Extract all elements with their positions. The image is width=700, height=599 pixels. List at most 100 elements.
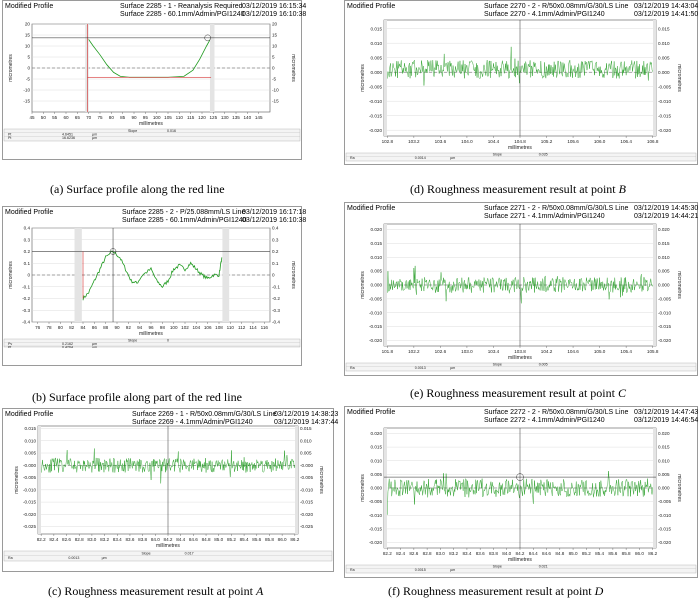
y-axis-label: micrometres [8, 261, 14, 289]
x-tick-label: 103.0 [461, 349, 473, 354]
x-tick-label: 85.6 [252, 537, 261, 542]
y-tick-label: 20 [25, 22, 31, 27]
y-tick-label-right: 0.005 [658, 55, 670, 60]
panel-b-caption-text: Surface profile along part of the red li… [49, 390, 242, 404]
y-tick-label: -0.020 [369, 338, 382, 343]
x-tick-label: 105.8 [647, 349, 659, 354]
panel-e-label: (e) [410, 386, 424, 400]
panel-a-header-line2: Surface 2285 - 60.1mm/Admin/PGI1240 [120, 11, 245, 18]
panel-d-date1: 03/12/2019 14:43:04 [634, 3, 699, 10]
panel-d: Modified Profile Surface 2270 - 2 - R/50… [344, 0, 698, 178]
panel-d-header-left: Modified Profile [347, 3, 396, 10]
y-tick-label: 0.000 [371, 70, 383, 75]
x-tick-label: 82 [69, 325, 75, 330]
y-axis-label-right: micrometres [676, 64, 682, 92]
y-tick-label-right: -0.010 [658, 99, 671, 104]
stats-cell: 16.6236 [62, 136, 75, 140]
x-tick-label: 104 [192, 325, 200, 330]
panel-a: Modified Profile Surface 2285 - 1 - Rean… [2, 0, 306, 196]
stats-cell: 0.021 [539, 565, 548, 569]
panel-e-date1: 03/12/2019 14:45:30 [634, 205, 699, 212]
x-tick-label: 103.4 [488, 349, 500, 354]
y-axis-label: micrometres [360, 271, 366, 299]
panel-e-date2: 03/12/2019 14:44:21 [634, 213, 699, 220]
y-tick-label-right: 0.010 [300, 438, 312, 443]
x-tick-label: 110 [227, 325, 235, 330]
x-tick-label: 95 [143, 115, 149, 120]
y-tick-label-right: 15 [272, 33, 278, 38]
stats-cell: 0.016 [167, 129, 176, 133]
x-tick-label: 84.2 [164, 537, 173, 542]
x-tick-label: 83.6 [476, 551, 485, 556]
x-tick-label: 106.4 [620, 139, 632, 144]
excluded-band [653, 20, 656, 136]
panel-b-date1: 03/12/2019 16:17:18 [242, 209, 307, 216]
y-tick-label: -0.020 [23, 512, 36, 517]
x-tick-label: 82.2 [37, 537, 46, 542]
panel-d-date2: 03/12/2019 14:41:50 [634, 11, 699, 18]
cursor-marker [109, 248, 117, 255]
x-tick-label: 82.6 [409, 551, 418, 556]
x-tick-label: 105 [164, 115, 172, 120]
panel-f-date1: 03/12/2019 14:47:43 [634, 409, 699, 416]
y-tick-label-right: -0.010 [300, 487, 313, 492]
y-tick-label-right: -15 [272, 99, 279, 104]
panel-c-label: (c) [48, 584, 62, 598]
panel-e-caption-text: Roughness measurement result at point [426, 386, 618, 400]
panel-d-caption-text: Roughness measurement result at point [427, 182, 619, 196]
panel-d-header-line1: Surface 2270 - 2 - R/50x0.08mm/G/30/LS L… [484, 3, 629, 10]
x-tick-label: 70 [86, 115, 92, 120]
x-tick-label: 115 [187, 115, 195, 120]
x-tick-label: 84.4 [176, 537, 185, 542]
panel-c-caption-text: Roughness measurement result at point [64, 584, 256, 598]
panel-e-header-line2: Surface 2271 - 4.1mm/Admin/PGI1240 [484, 213, 605, 220]
panel-f-caption-text: Roughness measurement result at point [403, 584, 595, 598]
x-tick-label: 85.8 [265, 537, 274, 542]
y-tick-label: -0.010 [369, 513, 382, 518]
y-tick-label: 0 [27, 66, 30, 71]
x-tick-label: 84.6 [189, 537, 198, 542]
y-tick-label-right: 0.010 [658, 255, 670, 260]
y-tick-label-right: -5 [272, 77, 277, 82]
x-tick-label: 105.2 [541, 139, 553, 144]
panel-d-label: (d) [410, 182, 424, 196]
x-tick-label: 85 [120, 115, 126, 120]
x-tick-label: 130 [221, 115, 229, 120]
y-tick-label-right: 0.000 [658, 283, 670, 288]
y-tick-label-right: 0.010 [658, 458, 670, 463]
x-tick-label: 105.4 [620, 349, 632, 354]
x-tick-label: 82.8 [75, 537, 84, 542]
y-tick-label: 0.020 [371, 431, 383, 436]
stats-cell: 0.2162 [62, 342, 73, 346]
x-tick-label: 85.6 [608, 551, 617, 556]
x-tick-label: 86.0 [635, 551, 644, 556]
y-tick-label: 0 [27, 273, 30, 278]
stats-table [345, 152, 697, 162]
y-tick-label: 0.005 [371, 472, 383, 477]
stats-cell: Slope [493, 363, 502, 367]
stats-cell: Slope [493, 565, 502, 569]
x-tick-label: 108 [215, 325, 223, 330]
x-tick-label: 85.4 [595, 551, 604, 556]
x-tick-label: 103.8 [514, 349, 526, 354]
y-tick-label: 0.010 [371, 255, 383, 260]
panel-b-date2: 03/12/2019 16:10:38 [242, 217, 307, 224]
x-tick-label: 82.4 [49, 537, 58, 542]
panel-e-caption-point: C [617, 386, 626, 400]
x-tick-label: 86.2 [290, 537, 299, 542]
y-tick-label-right: 0.020 [658, 431, 670, 436]
y-tick-label: -0.010 [23, 487, 36, 492]
y-tick-label: -0.3 [22, 308, 30, 313]
y-axis-label-right: micrometres [676, 474, 682, 502]
panel-d-caption-point: B [618, 182, 626, 196]
x-tick-label: 83.4 [113, 537, 122, 542]
y-axis-label-right: micrometres [318, 466, 324, 494]
stats-cell: 0.035 [539, 153, 548, 157]
x-tick-label: 65 [75, 115, 81, 120]
panel-f-caption: (f) Roughness measurement result at poin… [388, 584, 603, 599]
y-tick-label: -15 [23, 99, 30, 104]
y-axis-label-right: micrometres [290, 54, 296, 82]
excluded-band [38, 426, 41, 534]
stats-cell: 0.0014 [415, 156, 426, 160]
stats-cell: 0.4264 [62, 346, 73, 348]
